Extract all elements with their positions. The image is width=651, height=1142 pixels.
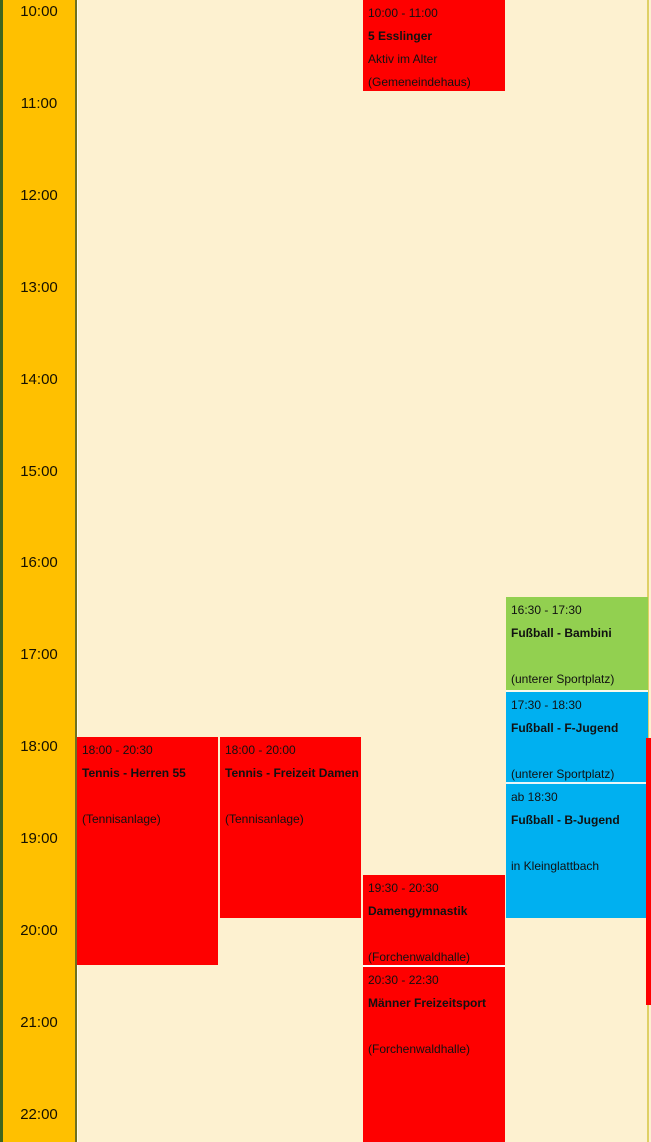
hour-label: 11:00 [20,94,58,112]
event-location: (unterer Sportplatz) [511,672,615,686]
hour-label: 12:00 [20,186,58,204]
event-time: 20:30 - 22:30 [368,973,439,987]
event-fussball-f-jugend[interactable]: 17:30 - 18:30 Fußball - F-Jugend (untere… [506,692,648,782]
event-subtitle [82,786,218,809]
event-subtitle [511,833,648,856]
event-title: 5 Esslinger [368,29,433,43]
event-separator [506,690,648,692]
hour-label: 19:00 [20,830,58,848]
event-title: Damengymnastik [368,904,468,918]
event-subtitle [511,646,648,669]
event-location: (unterer Sportplatz) [511,767,615,781]
event-time: 16:30 - 17:30 [511,603,582,617]
event-separator [363,965,505,967]
event-time: 10:00 - 11:00 [368,6,438,20]
event-time: ab 18:30 [511,790,558,804]
hour-label: 16:00 [20,554,58,572]
hour-label: 20:00 [20,922,58,939]
event-tennis-freizeit-damen[interactable]: 18:00 - 20:00 Tennis - Freizeit Damen (T… [220,737,361,918]
time-column: 10:00 11:00 12:00 13:00 14:00 15:00 16:00 17:00… [0,0,77,1142]
hour-label: 22:00 [20,1105,58,1123]
event-subtitle [511,741,648,764]
event-location: (Forchenwaldhalle) [368,950,471,964]
event-separator [506,782,648,784]
event-fussball-b-jugend[interactable]: ab 18:30 Fußball - B-Jugend in Kleinglat… [506,784,648,918]
event-maenner-freizeitsport[interactable]: 20:30 - 22:30 Männer Freizeitsport (Forc… [363,967,505,1142]
event-time: 19:30 - 20:30 [368,881,439,895]
event-time: 17:30 - 18:30 [511,698,582,712]
event-subtitle: Aktiv im Alter [368,52,438,66]
event-subtitle [225,786,361,809]
event-location: (Gemeneindehaus) [368,75,471,89]
event-title: Tennis - Freizeit Damen [225,766,359,780]
event-subtitle [368,924,505,947]
event-fussball-bambini[interactable]: 16:30 - 17:30 Fußball - Bambini (unterer… [506,597,648,690]
event-title: Fußball - Bambini [511,626,612,640]
event-location: (Tennisanlage) [82,812,161,826]
hour-label: 17:00 [20,646,58,664]
event-title: Fußball - F-Jugend [511,721,619,735]
hour-label: 21:00 [20,1013,58,1031]
event-damengymnastik[interactable]: 19:30 - 20:30 Damengymnastik (Forchenwal… [363,875,505,965]
hour-label: 13:00 [20,278,58,296]
time-column-gap [77,0,78,1142]
event-tennis-herren-55[interactable]: 18:00 - 20:30 Tennis - Herren 55 (Tennis… [77,737,218,965]
column-separator-line [647,0,649,1142]
event-time: 18:00 - 20:00 [225,743,296,757]
hour-label: 14:00 [20,370,58,388]
event-title: Tennis - Herren 55 [82,766,186,780]
event-time: 18:00 - 20:30 [82,743,153,757]
hour-label: 15:00 [20,462,58,480]
event-subtitle [368,1016,505,1039]
hour-label: 18:00 [20,738,58,756]
event-location: (Forchenwaldhalle) [368,1042,471,1056]
event-5-esslinger[interactable]: 10:00 - 11:00 5 Esslinger Aktiv im Alter… [363,0,505,91]
event-title: Männer Freizeitsport [368,996,487,1010]
event-location: in Kleinglattbach [511,859,600,873]
event-clipped-right[interactable] [646,738,651,1005]
event-title: Fußball - B-Jugend [511,813,620,827]
hour-label: 10:00 [20,3,58,20]
event-location: (Tennisanlage) [225,812,304,826]
